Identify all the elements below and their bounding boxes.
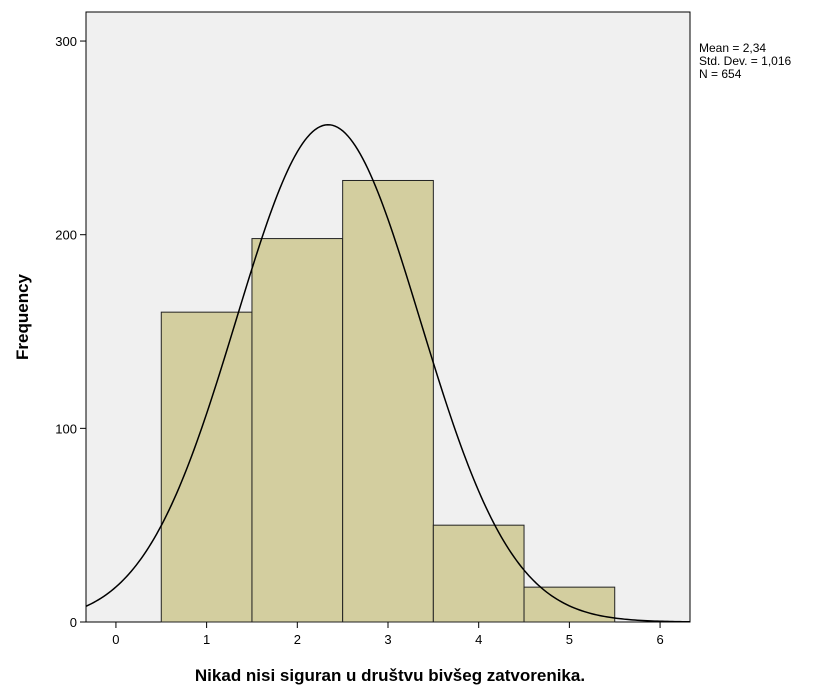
y-tick-label: 0 [70, 615, 77, 630]
x-tick-label: 4 [475, 632, 482, 647]
histogram-bar-3 [342, 179, 434, 623]
y-tick-label: 300 [55, 34, 77, 49]
stats-mean: Mean = 2,34 [699, 41, 766, 55]
y-axis: 0 100 200 300 [55, 34, 86, 630]
x-tick-label: 5 [566, 632, 573, 647]
x-tick-label: 2 [294, 632, 301, 647]
stats-n: N = 654 [699, 67, 742, 81]
y-tick-label: 200 [55, 228, 77, 243]
y-tick-label: 100 [55, 421, 77, 436]
histogram-bar-2 [251, 238, 344, 623]
histogram-bars [160, 179, 616, 623]
x-axis-title: Nikad nisi siguran u društvu bivšeg zatv… [195, 666, 585, 685]
x-tick-label: 0 [112, 632, 119, 647]
histogram-bar-4 [432, 524, 525, 623]
stats-box: Mean = 2,34 Std. Dev. = 1,016 N = 654 [699, 41, 791, 81]
y-axis-title: Frequency [13, 273, 32, 360]
histogram-bar-1 [160, 311, 253, 623]
x-axis: 0 1 2 3 4 5 6 [112, 622, 664, 647]
x-tick-label: 3 [384, 632, 391, 647]
x-tick-label: 1 [203, 632, 210, 647]
histogram-bar-5 [523, 586, 616, 623]
x-tick-label: 6 [656, 632, 663, 647]
normal-curve [85, 123, 691, 623]
stats-std-dev: Std. Dev. = 1,016 [699, 54, 791, 68]
